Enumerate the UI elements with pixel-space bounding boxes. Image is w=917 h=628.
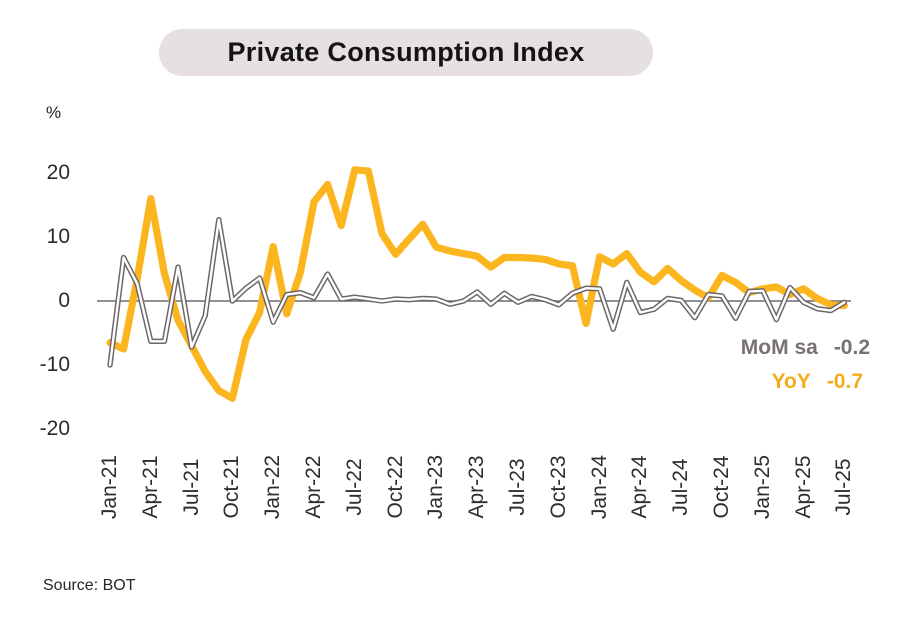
x-axis-tick-label: Apr-25 xyxy=(791,455,815,519)
y-axis-tick-label: -10 xyxy=(39,353,70,376)
x-axis-tick-label: Jul-23 xyxy=(506,458,529,516)
title-pill: Private Consumption Index xyxy=(159,29,653,76)
y-axis-tick-label: 20 xyxy=(46,161,70,184)
legend-yoy-label: YoY xyxy=(771,370,811,393)
y-axis-unit-label: % xyxy=(46,103,62,122)
x-axis-tick-label: Oct-24 xyxy=(710,455,733,519)
x-axis-tick-label: Oct-21 xyxy=(220,455,244,519)
y-axis-tick-label: 0 xyxy=(58,289,70,312)
x-axis-tick-label: Jan-24 xyxy=(587,454,611,520)
y-axis-tick-label: 10 xyxy=(46,225,70,248)
legend-yoy-value: -0.7 xyxy=(826,370,863,393)
legend-yoy-row: YoY -0.7 xyxy=(772,370,863,394)
legend-mom-row: MoM sa -0.2 xyxy=(741,336,870,360)
mom-line-core xyxy=(108,218,846,367)
x-axis-tick-label: Apr-23 xyxy=(465,455,489,519)
yoy-line xyxy=(106,166,849,402)
x-axis-tick-label: Jul-24 xyxy=(669,458,693,516)
x-axis-tick-label: Apr-21 xyxy=(138,455,162,519)
x-axis-tick-label: Jan-21 xyxy=(98,454,121,520)
x-axis-tick-label: Jan-25 xyxy=(750,454,774,520)
x-axis-tick-label: Jan-22 xyxy=(261,454,285,520)
x-axis-tick-label: Jul-21 xyxy=(179,458,203,516)
x-axis-tick-label: Jan-23 xyxy=(424,454,448,520)
x-axis-tick-label: Jul-25 xyxy=(832,458,856,516)
x-axis-tick-label: Apr-24 xyxy=(628,455,652,519)
x-axis-tick-label: Oct-22 xyxy=(383,455,407,519)
x-axis-tick-label: Apr-22 xyxy=(302,455,325,519)
chart-title: Private Consumption Index xyxy=(227,37,585,67)
x-axis-tick-label: Oct-23 xyxy=(546,455,570,519)
y-axis-tick-label: -20 xyxy=(39,417,70,440)
legend-mom-value: -0.2 xyxy=(833,336,870,359)
legend-mom-label: MoM sa xyxy=(740,336,818,359)
source-note: Source: BOT xyxy=(43,577,136,594)
x-axis-tick-label: Jul-22 xyxy=(342,458,366,516)
